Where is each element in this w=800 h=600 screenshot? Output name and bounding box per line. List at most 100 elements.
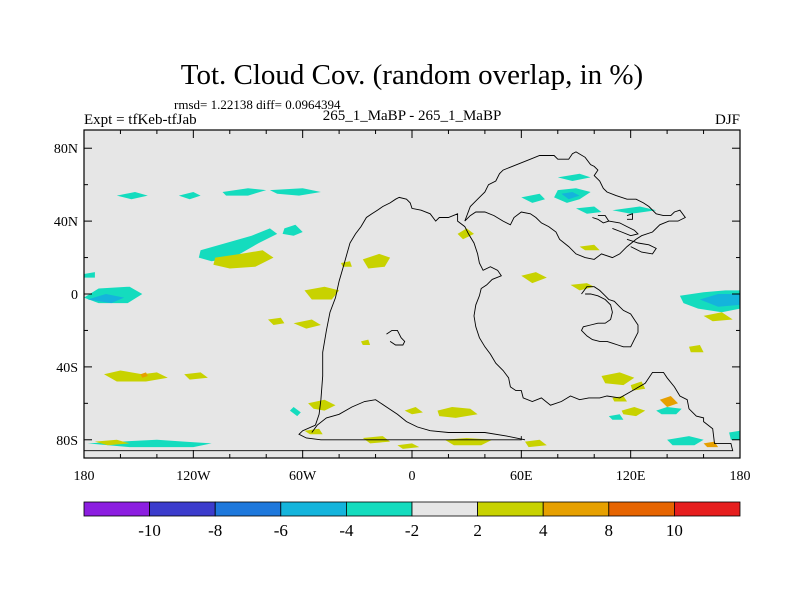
map-plot-area: 180 120W 60W 0 60E 120E 180 80N 40N 0 40S 80S xyxy=(54,129,751,484)
anomaly-region xyxy=(457,228,474,240)
anomaly-region xyxy=(282,224,303,236)
y-tick-label: 40N xyxy=(54,215,78,230)
y-tick-label: 40S xyxy=(56,361,78,376)
colorbar-label: 10 xyxy=(666,521,683,540)
season-label: DJF xyxy=(715,112,740,128)
colorbar-box xyxy=(214,501,282,517)
coastline xyxy=(84,196,734,452)
colorbar-label: -8 xyxy=(208,521,222,540)
colorbar-label: -2 xyxy=(405,521,419,540)
colorbar-label: -4 xyxy=(339,521,354,540)
stats-label: rmsd= 1.22138 diff= 0.0964394 xyxy=(174,97,341,112)
colorbar-label: 8 xyxy=(605,521,614,540)
colorbar-label: 4 xyxy=(539,521,548,540)
experiment-label: Expt = tfKeb-tfJab xyxy=(84,112,197,128)
anomaly-region xyxy=(116,192,148,200)
coastline xyxy=(592,215,610,224)
anomaly-region xyxy=(729,430,740,440)
colorbar-box xyxy=(149,501,216,517)
colorbar-label: 2 xyxy=(473,521,482,540)
colorbar-label: -6 xyxy=(274,521,288,540)
anomaly-region xyxy=(184,372,208,380)
anomaly-region xyxy=(222,188,267,196)
coastline xyxy=(608,220,639,237)
coastline xyxy=(386,329,406,346)
anomaly-region xyxy=(268,317,285,325)
colorbar-box xyxy=(83,501,150,517)
colorbar-box xyxy=(345,501,413,517)
anomaly-region xyxy=(612,206,657,214)
anomaly-region xyxy=(689,345,704,353)
colorbar-box xyxy=(608,501,675,517)
anomaly-region xyxy=(570,283,595,291)
colorbar-box xyxy=(280,501,347,517)
anomaly-region xyxy=(525,439,547,448)
coastline xyxy=(464,151,686,260)
comparison-label: 265_1_MaBP - 265_1_MaBP xyxy=(323,108,502,124)
chart-title: Tot. Cloud Cov. (random overlap, in %) xyxy=(181,59,643,91)
anomaly-regions xyxy=(84,173,740,449)
coastline xyxy=(626,213,633,220)
coastline xyxy=(580,286,639,348)
anomaly-region xyxy=(87,439,212,448)
coastline xyxy=(626,238,657,255)
x-tick-label: 60W xyxy=(289,469,317,484)
anomaly-region xyxy=(656,407,682,415)
anomaly-region xyxy=(561,192,580,200)
anomaly-region xyxy=(104,370,168,382)
anomaly-region xyxy=(630,381,646,391)
x-tick-label: 120E xyxy=(616,469,646,484)
anomaly-region xyxy=(703,312,733,322)
anomaly-region xyxy=(84,272,95,278)
coastline xyxy=(298,424,522,441)
anomaly-region xyxy=(397,443,420,449)
anomaly-region xyxy=(293,319,321,329)
anomaly-region xyxy=(304,428,323,435)
y-tick-label: 80S xyxy=(56,434,78,449)
colorbar-label: -10 xyxy=(138,521,161,540)
anomaly-region xyxy=(557,173,591,181)
anomaly-region xyxy=(659,396,678,407)
colorbar-box xyxy=(411,501,478,517)
anomaly-region xyxy=(601,372,635,386)
anomaly-region xyxy=(308,399,336,411)
anomaly-region xyxy=(94,439,130,446)
x-tick-label: 120W xyxy=(176,469,211,484)
anomaly-region xyxy=(289,407,301,417)
anomaly-region xyxy=(361,339,371,345)
anomaly-region xyxy=(178,192,201,200)
x-tick-label: 60E xyxy=(510,469,533,484)
anomaly-region xyxy=(304,286,340,300)
colorbar-box xyxy=(477,501,544,517)
anomaly-region xyxy=(667,436,704,446)
colorbar-box xyxy=(542,501,610,517)
anomaly-region xyxy=(198,228,278,262)
anomaly-region xyxy=(87,294,125,304)
anomaly-region xyxy=(213,250,274,269)
anomaly-region xyxy=(437,407,478,418)
x-axis: 180 120W 60W 0 60E 120E 180 xyxy=(74,130,751,484)
anomaly-region xyxy=(579,244,600,251)
x-tick-label: 180 xyxy=(74,469,95,484)
x-tick-label: 180 xyxy=(730,469,751,484)
anomaly-region xyxy=(269,188,321,196)
y-tick-label: 80N xyxy=(54,142,78,157)
anomaly-region xyxy=(608,414,624,420)
anomaly-region xyxy=(362,253,391,269)
colorbar-box xyxy=(674,501,741,517)
coastlines xyxy=(84,151,734,452)
anomaly-region xyxy=(521,193,545,203)
colorbar: -10 -8 -6 -4 -2 2 4 8 10 xyxy=(83,501,741,540)
anomaly-region xyxy=(576,206,602,214)
anomaly-region xyxy=(404,407,423,415)
map-background xyxy=(84,130,740,458)
anomaly-region xyxy=(699,294,740,307)
anomaly-region xyxy=(521,272,547,284)
anomaly-region xyxy=(621,407,646,417)
y-axis: 80N 40N 0 40S 80S xyxy=(54,142,740,449)
y-tick-label: 0 xyxy=(71,288,78,303)
anomaly-region xyxy=(140,372,148,378)
coastline xyxy=(311,399,526,441)
x-tick-label: 0 xyxy=(409,469,416,484)
